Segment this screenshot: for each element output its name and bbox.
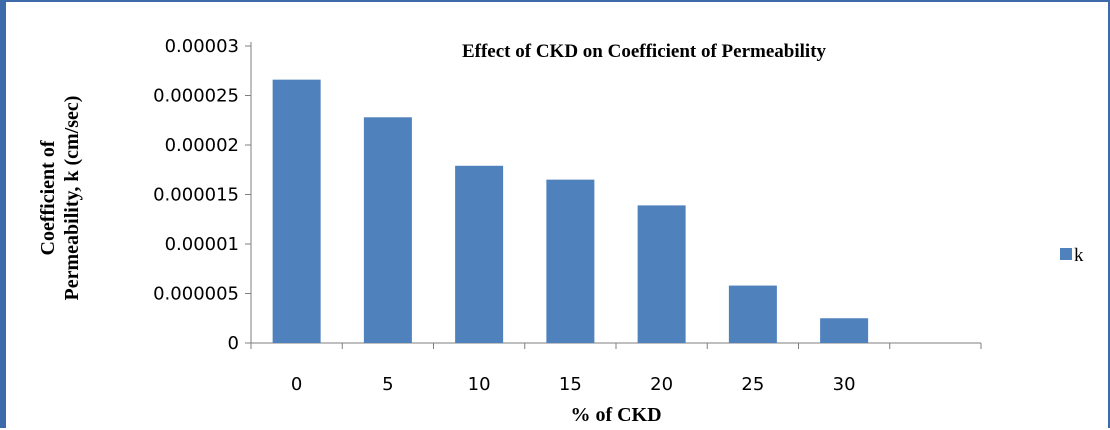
y-axis-title-line1: Coefficient of bbox=[37, 140, 59, 255]
y-tick-label: 0.00002 bbox=[165, 135, 239, 156]
y-tick-label: 0.000015 bbox=[153, 185, 239, 206]
bars bbox=[272, 79, 869, 343]
bar bbox=[637, 205, 686, 343]
x-tick-label: 5 bbox=[382, 374, 393, 395]
x-tick-label: 0 bbox=[291, 374, 302, 395]
legend-swatch-k bbox=[1060, 248, 1072, 260]
y-tick-label: 0.000005 bbox=[153, 284, 239, 305]
x-tick-label: 15 bbox=[559, 374, 582, 395]
legend-label-k: k bbox=[1074, 245, 1084, 266]
y-tick-label: 0 bbox=[228, 333, 239, 354]
x-tick-label: 10 bbox=[468, 374, 491, 395]
x-tick-label: 20 bbox=[650, 374, 673, 395]
permeability-chart: Effect of CKD on Coefficient of Permeabi… bbox=[37, 36, 1084, 426]
y-tick-label: 0.00003 bbox=[165, 36, 239, 57]
x-tick-label: 30 bbox=[833, 374, 856, 395]
chart-title: Effect of CKD on Coefficient of Permeabi… bbox=[462, 41, 827, 62]
y-tick-label: 0.000025 bbox=[153, 86, 239, 107]
y-axis-title-line2: Permeability, k (cm/sec) bbox=[61, 96, 83, 301]
bar bbox=[455, 165, 504, 343]
x-axis-title: % of CKD bbox=[570, 404, 661, 426]
bar bbox=[728, 285, 777, 343]
bar bbox=[546, 179, 595, 343]
legend: k bbox=[1060, 245, 1084, 266]
bar bbox=[820, 318, 869, 343]
bar bbox=[363, 117, 412, 343]
y-tick-label: 0.00001 bbox=[165, 234, 239, 255]
axes: 0 0.000005 0.00001 0.000015 0.00002 0.000025 0… bbox=[153, 36, 982, 395]
x-tick-label: 25 bbox=[741, 374, 764, 395]
bar bbox=[272, 79, 321, 343]
